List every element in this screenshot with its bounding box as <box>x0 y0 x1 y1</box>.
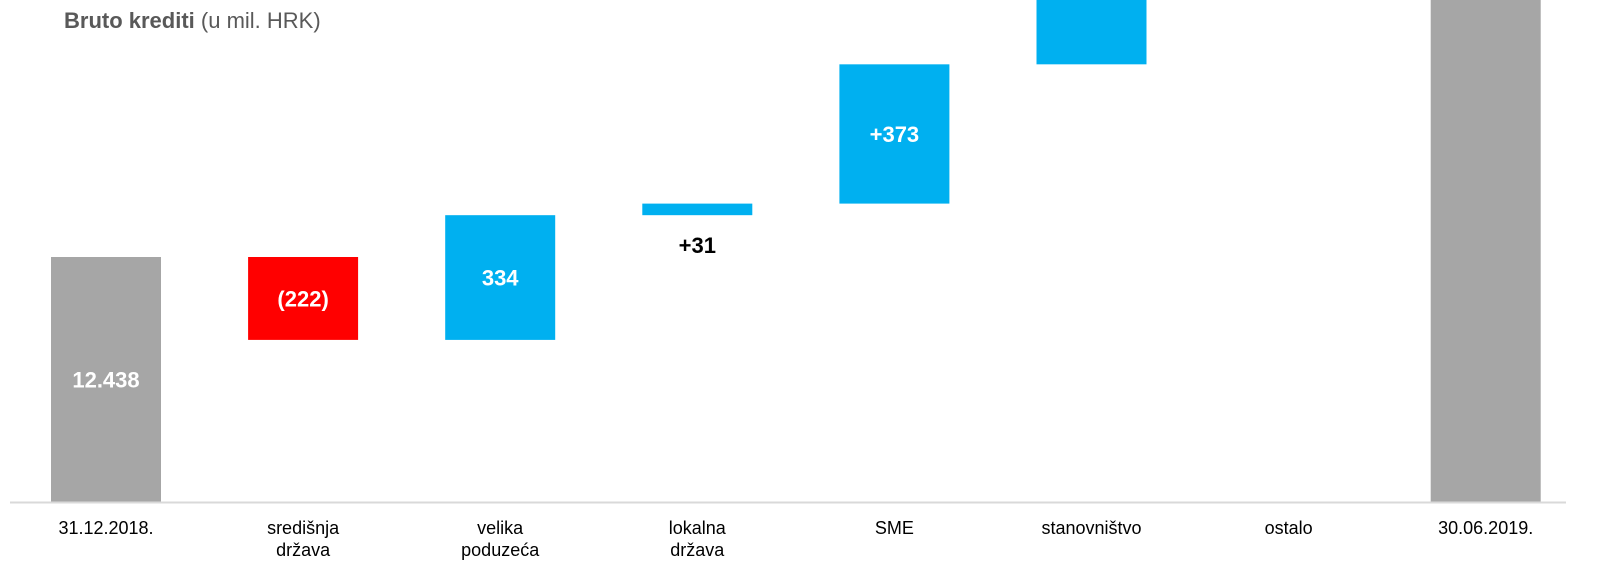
category-label-1-1: država <box>276 540 331 560</box>
category-label-2-1: poduzeća <box>461 540 540 560</box>
category-label-3-0: lokalna <box>669 518 727 538</box>
waterfall-bar-5 <box>1036 0 1147 65</box>
category-label-3-1: država <box>670 540 725 560</box>
waterfall-bar-0 <box>51 257 161 502</box>
category-label-4-0: SME <box>875 518 914 538</box>
data-label-4: +373 <box>870 122 920 147</box>
category-label-0-0: 31.12.2018. <box>58 518 153 538</box>
data-label-2: 334 <box>482 266 519 291</box>
data-label-1: (222) <box>277 286 328 311</box>
category-label-5-0: stanovništvo <box>1041 518 1141 538</box>
category-label-1-0: središnja <box>267 518 340 538</box>
waterfall-bar-1 <box>248 257 359 340</box>
data-label-0: 12.438 <box>72 368 139 393</box>
data-label-3: +31 <box>679 233 716 258</box>
waterfall-bar-3 <box>642 203 753 216</box>
chart-title: Bruto krediti (u mil. HRK) <box>64 8 321 34</box>
waterfall-bar-4 <box>839 64 950 204</box>
category-label-7-0: 30.06.2019. <box>1438 518 1533 538</box>
waterfall-bar-2 <box>445 215 556 340</box>
category-label-6-0: ostalo <box>1265 518 1313 538</box>
chart-title-unit: (u mil. HRK) <box>194 8 321 33</box>
category-label-2-0: velika <box>477 518 524 538</box>
waterfall-bar-7 <box>1430 0 1541 502</box>
chart-title-bold: Bruto krediti <box>64 8 195 33</box>
